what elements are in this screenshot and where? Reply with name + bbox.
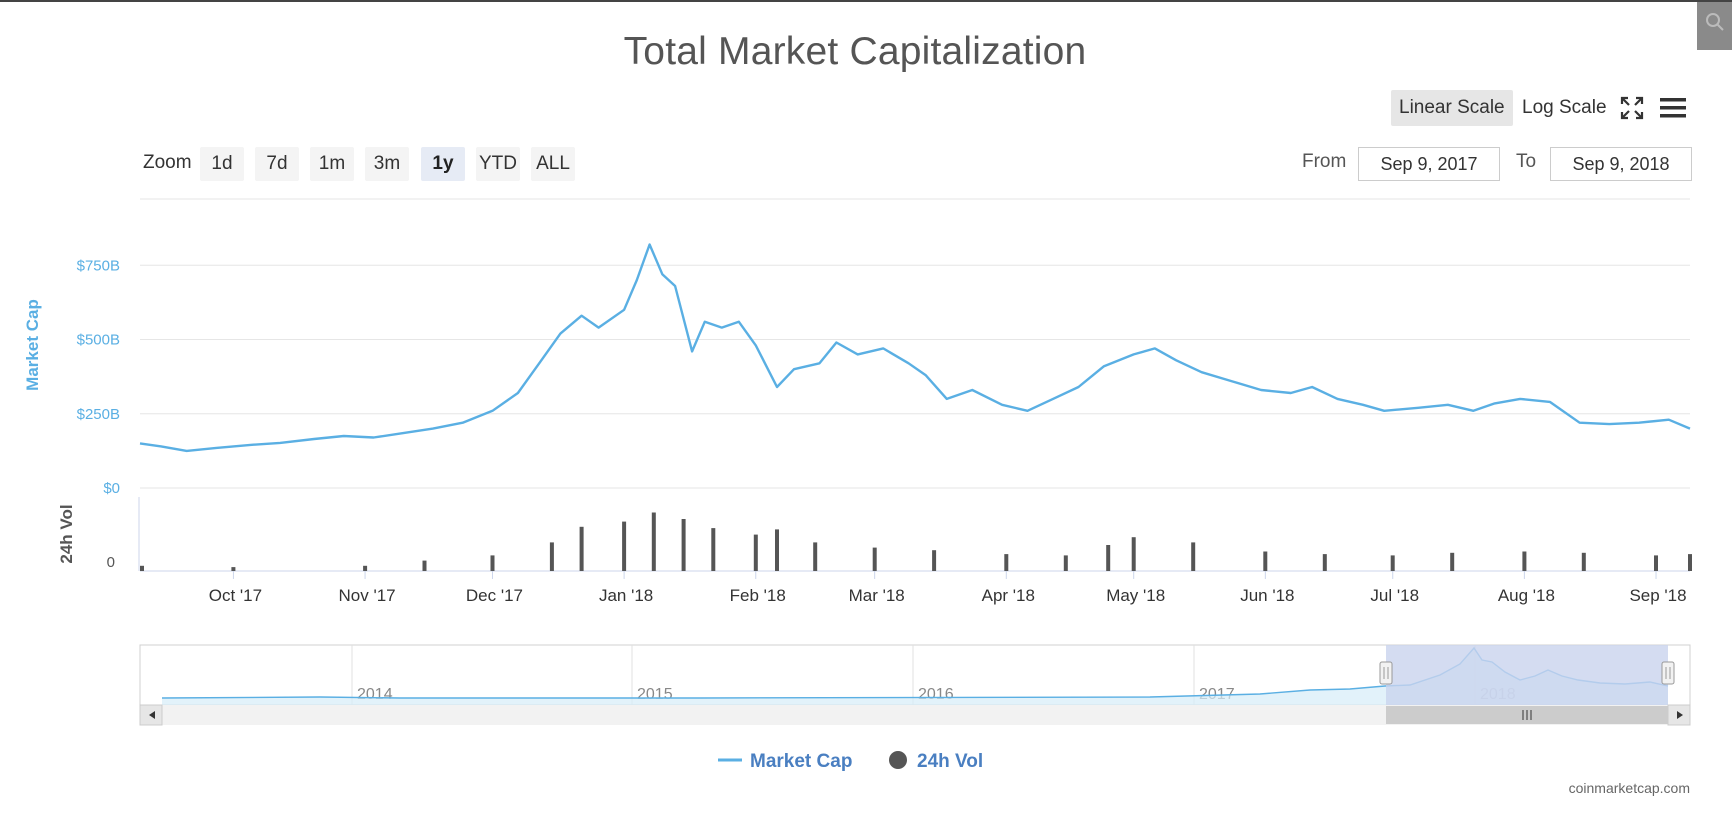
legend-market-cap-label[interactable]: Market Cap <box>750 751 852 772</box>
y-tick-label: $750B <box>77 257 120 274</box>
volume-bar <box>549 542 554 571</box>
to-date-input[interactable]: Sep 9, 2018 <box>1550 147 1692 181</box>
x-tick-label: Oct '17 <box>209 586 262 605</box>
zoom-button-1m[interactable]: 1m <box>310 147 354 181</box>
zoom-button-all[interactable]: ALL <box>531 147 575 181</box>
x-tick-label: Apr '18 <box>982 586 1035 605</box>
volume-bar <box>140 565 144 571</box>
volume-bar <box>1106 545 1111 571</box>
corner-button[interactable] <box>1697 2 1732 50</box>
zoom-button-3m[interactable]: 3m <box>365 147 409 181</box>
volume-bar <box>231 567 236 571</box>
from-label: From <box>1302 151 1347 172</box>
volume-bar <box>622 521 627 571</box>
volume-bar <box>1004 554 1009 571</box>
zoom-button-7d[interactable]: 7d <box>255 147 299 181</box>
fullscreen-icon[interactable] <box>1620 96 1644 120</box>
volume-bar <box>813 542 818 571</box>
volume-bar <box>422 560 427 571</box>
volume-bar <box>872 547 877 571</box>
zoom-button-ytd[interactable]: YTD <box>476 147 520 181</box>
credits-link[interactable]: coinmarketcap.com <box>1568 780 1690 796</box>
window-top-border <box>0 0 1732 2</box>
legend-volume-label[interactable]: 24h Vol <box>917 751 983 772</box>
x-tick-label: Dec '17 <box>466 586 523 605</box>
hamburger-menu-icon[interactable] <box>1659 96 1687 120</box>
volume-bar <box>579 526 584 571</box>
volume-bar <box>681 519 686 571</box>
y-tick-label: $500B <box>77 332 120 349</box>
volume-bar <box>363 565 368 571</box>
zoom-button-1d[interactable]: 1d <box>200 147 244 181</box>
navigator-left-handle[interactable] <box>1379 661 1393 685</box>
x-tick-label: Sep '18 <box>1629 586 1686 605</box>
volume-tick-label: 0 <box>107 554 115 571</box>
volume-bar <box>775 529 779 571</box>
search-icon <box>1706 13 1724 31</box>
x-tick-label: May '18 <box>1106 586 1165 605</box>
x-tick-label: Mar '18 <box>849 586 905 605</box>
chart-title: Total Market Capitalization <box>623 30 1087 73</box>
x-tick-label: Jun '18 <box>1240 586 1294 605</box>
navigator-right-handle[interactable] <box>1661 661 1675 685</box>
volume-bar <box>753 534 758 571</box>
volume-bar <box>1390 555 1395 571</box>
volume-axis-title: 24h Vol <box>57 504 76 563</box>
volume-bar <box>651 512 656 571</box>
to-label: To <box>1516 151 1537 172</box>
x-tick-label: Jan '18 <box>599 586 653 605</box>
linear-scale-button[interactable]: Linear Scale <box>1391 90 1513 126</box>
volume-bar <box>932 550 937 571</box>
volume-bar <box>1131 537 1136 571</box>
volume-bar <box>1654 555 1658 571</box>
log-scale-button[interactable]: Log Scale <box>1522 97 1607 118</box>
volume-bar <box>1522 551 1527 571</box>
scroll-right-arrow-icon <box>1677 711 1683 719</box>
y-tick-label: $0 <box>103 480 120 497</box>
volume-bar <box>1688 554 1692 571</box>
from-date-input[interactable]: Sep 9, 2017 <box>1358 147 1500 181</box>
volume-bar <box>1322 554 1327 571</box>
volume-bar <box>1063 555 1068 571</box>
x-tick-label: Jul '18 <box>1370 586 1419 605</box>
volume-bar <box>1581 552 1586 571</box>
volume-bar <box>490 555 495 571</box>
y-tick-label: $250B <box>77 406 120 423</box>
x-tick-label: Nov '17 <box>339 586 396 605</box>
zoom-button-1y[interactable]: 1y <box>421 147 465 181</box>
legend-volume-symbol <box>889 751 907 769</box>
volume-bar <box>1191 542 1196 571</box>
volume-bar <box>1450 552 1455 571</box>
y-axis-title: Market Cap <box>23 299 42 391</box>
navigator-selection <box>1386 645 1668 705</box>
volume-bar <box>711 528 716 571</box>
scrollbar-track <box>140 705 1690 725</box>
series-line-market-cap <box>139 243 1691 453</box>
scroll-left-arrow-icon <box>149 711 155 719</box>
zoom-label: Zoom <box>143 152 192 173</box>
x-tick-label: Feb '18 <box>730 586 786 605</box>
volume-bar <box>1263 551 1268 571</box>
x-tick-label: Aug '18 <box>1498 586 1555 605</box>
